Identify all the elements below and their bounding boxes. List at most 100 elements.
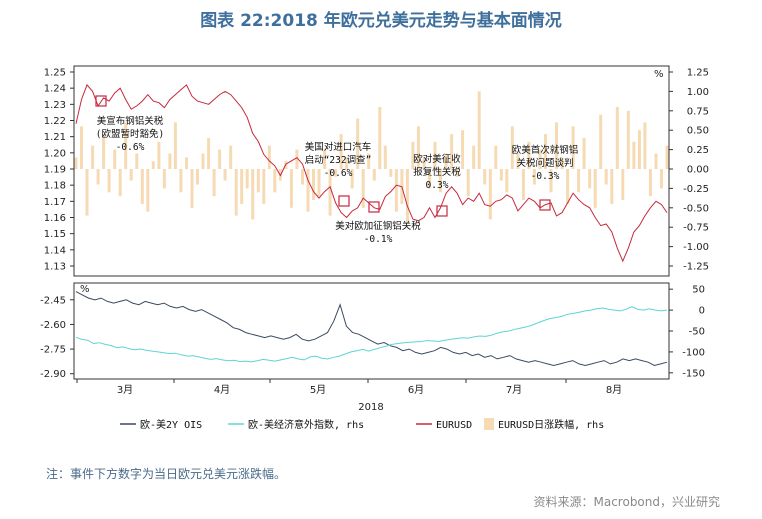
bar-daily-change [162, 169, 166, 189]
left-tick-label: 1.24 [44, 84, 66, 95]
legend: 欧-美2Y OIS 欧-美经济意外指数, rhs EURUSD EURUSD日涨… [120, 418, 604, 431]
bar-daily-change [483, 169, 487, 185]
right-tick-label: -0.50 [683, 203, 709, 214]
bar-daily-change [328, 169, 332, 216]
bar-daily-change [643, 122, 647, 169]
bar-daily-change [91, 145, 95, 169]
bar-daily-change [190, 169, 194, 208]
bar-daily-change [107, 169, 111, 193]
bar-daily-change [637, 130, 641, 169]
right-tick-label: -1.25 [683, 262, 709, 273]
annotation-line: (欧盟暂时豁免) [96, 128, 164, 140]
bar-daily-change [135, 153, 139, 169]
annotation-line: 美国对进口汽车 [305, 141, 372, 153]
annotation-line: -0.6% [116, 142, 145, 153]
bar-daily-change [428, 169, 431, 189]
top-left-axis: 1.25 1.24 1.23 1.22 1.21 1.20 1.19 1.18 1.17 1.16… [44, 68, 74, 273]
left-tick-label: 1.18 [44, 181, 66, 192]
bar-daily-change [654, 153, 658, 169]
left-tick-label: 1.23 [44, 100, 66, 111]
bar-daily-change [593, 169, 597, 208]
bottom-left-axis: -2.45 -2.60 -2.75 -2.90 [40, 295, 74, 380]
annotation-line: -0.6% [324, 168, 353, 179]
bar-daily-change [433, 141, 437, 169]
bar-daily-change [245, 169, 249, 189]
event-marker [95, 95, 107, 107]
bar-daily-change [566, 169, 570, 204]
bar-daily-change [610, 169, 614, 204]
bar-daily-change [74, 157, 78, 169]
left-tick-label: 1.22 [44, 116, 66, 127]
bar-daily-change [267, 145, 271, 169]
annotation-line: -0.1% [364, 234, 393, 245]
left-tick-label: -2.60 [40, 320, 66, 331]
surprise-index-line [75, 306, 668, 363]
right-tick-label: 0 [699, 306, 705, 317]
left-tick-label: 1.17 [44, 197, 66, 208]
top-right-axis: 1.25 1.00 0.75 0.50 0.25 0.00 -0.25 -0.50 -0.75 -… [669, 68, 709, 273]
bar-daily-change [289, 169, 293, 208]
bar-daily-change [461, 130, 465, 169]
legend-label-surprise: 欧-美经济意外指数, rhs [248, 418, 364, 431]
bar-daily-change [394, 169, 398, 212]
right-tick-label: 1.25 [687, 68, 709, 79]
bar-daily-change [140, 169, 144, 204]
bar-daily-change [196, 169, 199, 185]
bar-daily-change [339, 134, 343, 169]
bar-daily-change [488, 169, 492, 220]
x-tick-label: 7月 [506, 384, 522, 396]
right-tick-label: -50 [689, 327, 705, 338]
top-panel-frame [73, 65, 670, 277]
eurusd-line [75, 83, 668, 263]
bar-daily-change [151, 161, 155, 169]
bar-daily-change [632, 141, 636, 169]
annotation-line: 启动“232调查” [305, 154, 372, 166]
bar-daily-change [356, 118, 360, 169]
bar-daily-change [124, 122, 128, 169]
annotation-line: 欧对美征收 [413, 153, 461, 165]
left-tick-label: -2.75 [40, 345, 66, 356]
bar-daily-change [367, 153, 371, 169]
bar-daily-change [571, 126, 575, 169]
bar-daily-change [466, 169, 470, 197]
bar-daily-change [604, 169, 608, 185]
bar-daily-change [599, 114, 603, 169]
bar-daily-change [665, 145, 669, 169]
bar-daily-change [323, 149, 327, 169]
left-tick-label: 1.21 [44, 132, 66, 143]
bar-daily-change [510, 126, 514, 169]
bottom-right-axis: 50 0 -50 -100 -150 [669, 285, 705, 379]
bar-daily-change [312, 169, 315, 200]
event-marker [436, 205, 448, 217]
bar-daily-change [251, 169, 255, 220]
annotation-line: 美宣布钢铝关税 [97, 115, 164, 127]
bar-daily-change [306, 169, 310, 212]
bar-daily-change [301, 169, 304, 185]
bar-daily-change [256, 169, 260, 193]
bar-daily-change [582, 138, 586, 169]
annotation-line: 报复性关税 [413, 166, 461, 178]
bar-daily-change [472, 145, 476, 169]
bar-daily-change [621, 169, 625, 200]
bar-daily-change [439, 169, 442, 193]
left-tick-label: 1.19 [44, 165, 66, 176]
bar-daily-change [532, 169, 536, 185]
right-tick-label: -150 [682, 368, 705, 379]
legend-label-spread: 欧-美2Y OIS [140, 418, 202, 431]
left-tick-label: 1.25 [44, 68, 66, 79]
bar-daily-change [218, 149, 222, 169]
right-tick-label: 0.75 [687, 106, 709, 117]
bar-daily-change [450, 134, 454, 169]
bar-daily-change [157, 141, 161, 169]
spread-2y-line [75, 291, 668, 367]
bar-daily-change [334, 169, 338, 177]
right-tick-label: -0.75 [683, 223, 709, 234]
right-tick-label: 0.00 [687, 165, 709, 176]
annotation-line: 关税问题谈判 [516, 157, 573, 169]
annotation-line: 0.3% [426, 180, 449, 191]
bar-daily-change [411, 141, 415, 169]
x-tick-label: 5月 [310, 384, 326, 396]
bar-daily-change [179, 169, 183, 193]
x-tick-label: 6月 [408, 384, 424, 396]
